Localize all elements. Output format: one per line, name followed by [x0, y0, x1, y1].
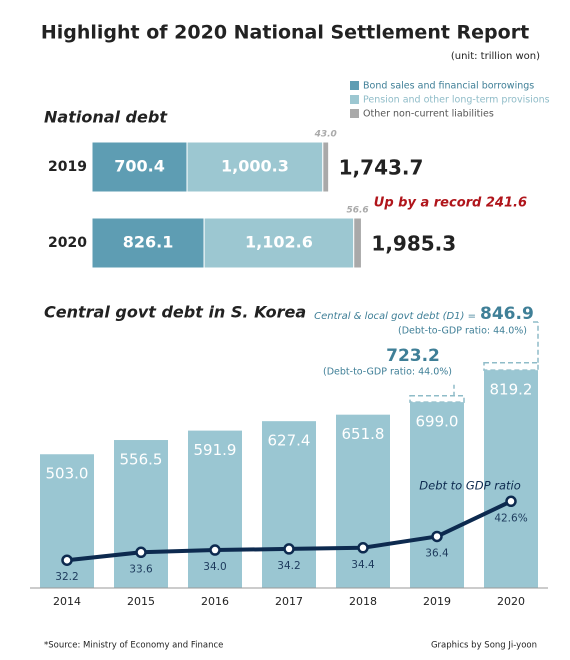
source: *Source: Ministry of Economy and Finance: [44, 641, 223, 651]
x-tick-label: 2014: [53, 595, 81, 608]
row-label: 2020: [48, 235, 87, 251]
value-label: 556.5: [120, 451, 163, 469]
credit: Graphics by Song Ji-yoon: [431, 641, 537, 651]
chart-title: Central govt debt in S. Korea: [44, 303, 306, 322]
value-label: 819.2: [490, 381, 533, 399]
bar: [336, 414, 390, 588]
point: [209, 544, 221, 556]
legend-swatch: [350, 81, 359, 90]
bar: [188, 430, 242, 588]
x-tick-label: 2019: [423, 595, 451, 608]
value-label: 591.9: [194, 441, 237, 459]
x-tick-label: 2015: [127, 595, 155, 608]
bar-segment: [91, 141, 188, 193]
legend-label: Bond sales and financial borrowings: [363, 81, 534, 92]
d1-ratio: (Debt-to-GDP ratio: 44.0%): [323, 367, 452, 378]
d1-ratio: (Debt-to-GDP ratio: 44.0%): [398, 326, 527, 337]
chart-title: National debt: [44, 108, 168, 127]
bar-segment: [353, 217, 362, 269]
bar-segment: [91, 217, 205, 269]
value-label: 43.0: [314, 130, 337, 140]
value-label: 700.4: [114, 157, 165, 176]
legend-label: Pension and other long-term provisions: [363, 95, 550, 106]
page-title: Highlight of 2020 National Settlement Re…: [41, 22, 529, 44]
bar: [484, 370, 538, 588]
legend-swatch: [350, 109, 359, 118]
value-label: 1,000.3: [221, 157, 289, 176]
d1-box: [409, 394, 465, 403]
value-label: 1,102.6: [245, 233, 313, 252]
point: [357, 542, 369, 554]
unit: (unit: trillion won): [451, 51, 540, 62]
x-tick-label: 2016: [201, 595, 229, 608]
bar: [262, 421, 316, 588]
bar-segment: [186, 141, 324, 193]
legend-label: Other non-current liabilities: [363, 109, 494, 120]
x-tick-label: 2017: [275, 595, 303, 608]
x-tick-label: 2018: [349, 595, 377, 608]
value-label: 651.8: [342, 425, 385, 443]
legend-swatch: [350, 95, 359, 104]
point-label: 34.2: [277, 560, 300, 572]
point: [431, 530, 443, 543]
point-label: 36.4: [425, 547, 449, 559]
value-label: 627.4: [268, 432, 311, 450]
bar: [114, 440, 168, 588]
d1-prefix: Central & local govt debt (D1) =: [314, 311, 476, 322]
annotation: Up by a record 241.6: [374, 196, 527, 211]
total-label: 1,743.7: [339, 156, 424, 180]
point: [283, 543, 295, 555]
value-label: 56.6: [346, 206, 368, 216]
point-label: 42.6%: [494, 512, 527, 524]
row-label: 2019: [48, 159, 87, 175]
point-label: 34.4: [351, 559, 375, 571]
d1-value: 846.9: [480, 304, 534, 324]
point: [505, 495, 517, 508]
d1-value: 723.2: [386, 346, 440, 366]
value-label: 503.0: [46, 465, 89, 483]
d1-box: [483, 362, 539, 371]
point-label: 32.2: [55, 571, 78, 583]
total-label: 1,985.3: [371, 232, 456, 256]
bar-segment: [203, 217, 355, 269]
value-label: 826.1: [123, 233, 174, 252]
value-label: 699.0: [416, 413, 459, 431]
point: [61, 554, 73, 566]
bar-segment: [322, 141, 330, 193]
x-tick-label: 2020: [497, 595, 525, 608]
point-label: 34.0: [203, 561, 226, 573]
series-label: Debt to GDP ratio: [419, 479, 520, 493]
point: [135, 546, 147, 559]
point-label: 33.6: [129, 563, 153, 575]
bar: [410, 402, 464, 588]
